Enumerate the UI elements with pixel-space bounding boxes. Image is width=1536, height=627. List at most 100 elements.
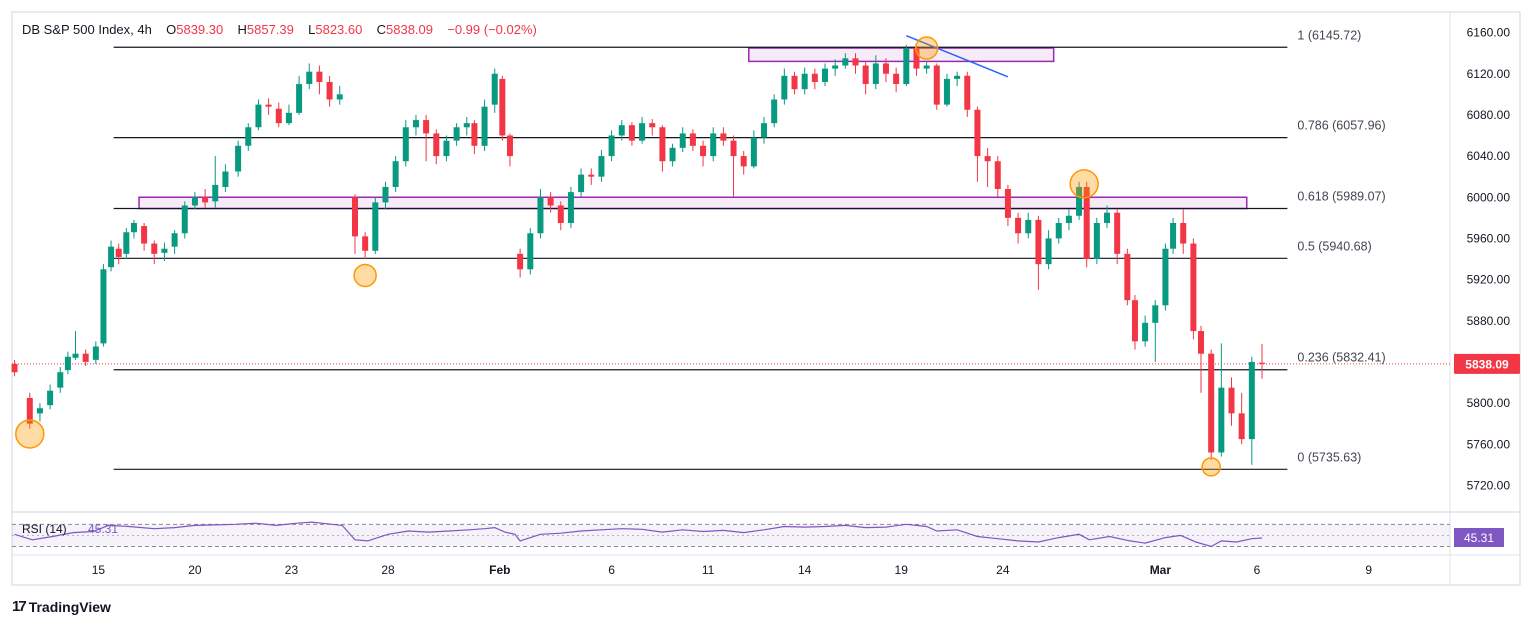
candle-up <box>822 68 829 82</box>
candle-down <box>588 174 595 177</box>
candle-up <box>491 73 498 105</box>
candle-up <box>57 372 64 388</box>
y-tick-label: 5760.00 <box>1467 437 1511 451</box>
x-tick-label: 23 <box>285 563 299 577</box>
candle-up <box>750 137 757 167</box>
candle-up <box>710 133 717 157</box>
candle-up <box>245 127 252 146</box>
high-label: H <box>237 22 247 37</box>
highlight-marker <box>353 263 377 288</box>
candle-down <box>547 197 554 206</box>
tradingview-name: TradingView <box>28 598 111 615</box>
candle-down <box>265 104 272 107</box>
last-price-badge: 5838.09 <box>1454 353 1520 374</box>
fib-level-label: 0.618 (5989.07) <box>1297 189 1385 203</box>
candle-up <box>100 269 107 344</box>
y-tick-label: 5920.00 <box>1467 273 1511 287</box>
candle-down <box>1124 253 1131 301</box>
candle-up <box>296 84 303 113</box>
tradingview-mark-icon: 17 <box>12 598 27 615</box>
y-tick-label: 6040.00 <box>1467 149 1511 163</box>
y-tick-label: 6000.00 <box>1467 190 1511 204</box>
chart-frame <box>11 11 1521 586</box>
candle-down <box>659 127 666 162</box>
candle-up <box>1093 222 1100 259</box>
candle-down <box>1258 362 1265 364</box>
candle-down <box>730 140 737 157</box>
candle-up <box>923 65 930 69</box>
close-label: C <box>376 22 386 37</box>
candle-down <box>1114 212 1121 254</box>
candle-down <box>964 75 971 110</box>
x-tick-label: 15 <box>92 563 106 577</box>
chart-header: DB S&P 500 Index, 4h O5839.30 H5857.39 L… <box>22 22 537 37</box>
candle-up <box>618 125 625 136</box>
candle-up <box>481 106 488 146</box>
highlight-marker <box>1069 169 1099 199</box>
candle-up <box>1170 222 1177 249</box>
candle-up <box>527 233 534 270</box>
candle-down <box>1015 217 1022 234</box>
last-price-badge-text: 5838.09 <box>1465 357 1509 371</box>
candle-down <box>141 226 148 244</box>
candle-down <box>1004 189 1011 218</box>
candle-up <box>567 192 574 223</box>
candle-down <box>720 133 727 141</box>
candle-up <box>402 127 409 162</box>
candle-up <box>47 390 54 406</box>
x-tick-label: 19 <box>895 563 909 577</box>
candle-down <box>517 253 524 270</box>
candle-down <box>700 145 707 157</box>
candle-up <box>443 140 450 157</box>
candle-up <box>463 123 470 128</box>
x-tick-label: Feb <box>489 563 510 577</box>
candle-down <box>506 135 513 157</box>
candle-up <box>453 127 460 141</box>
y-tick-label: 6080.00 <box>1467 108 1511 122</box>
y-tick-label: 6160.00 <box>1467 26 1511 40</box>
y-tick-label: 5800.00 <box>1467 396 1511 410</box>
candle-up <box>608 135 615 157</box>
candle-down <box>115 248 122 257</box>
rsi-value-inline: 45.31 <box>88 522 118 536</box>
candle-up <box>212 184 219 202</box>
candle-up <box>1025 219 1032 234</box>
candle-down <box>1180 222 1187 244</box>
rsi-badge-text: 45.31 <box>1464 531 1494 545</box>
tradingview-logo[interactable]: 17 TradingView <box>12 598 111 615</box>
x-tick-label: 11 <box>702 563 715 577</box>
candle-up <box>72 353 79 358</box>
candle-up <box>1055 222 1062 239</box>
x-tick-label: Mar <box>1150 563 1172 577</box>
x-tick-label: 20 <box>188 563 202 577</box>
open-label: O <box>166 22 177 37</box>
candle-down <box>471 123 478 146</box>
candle-down <box>882 63 889 74</box>
candle-down <box>649 123 656 128</box>
candle-down <box>852 58 859 66</box>
candle-up <box>832 65 839 69</box>
candle-up <box>285 112 292 124</box>
close-value: 5838.09 <box>386 22 433 37</box>
candle-up <box>181 205 188 234</box>
candle-down <box>275 108 282 124</box>
candle-down <box>362 236 369 251</box>
candle-down <box>1228 387 1235 414</box>
x-tick-label: 9 <box>1365 563 1372 577</box>
candle-up <box>372 202 379 251</box>
candle-down <box>740 156 747 167</box>
candle-down <box>689 133 696 146</box>
candle-down <box>151 243 158 254</box>
y-tick-label: 6120.00 <box>1467 67 1511 81</box>
candle-down <box>1208 353 1215 453</box>
candle-down <box>1238 413 1245 440</box>
candle-up <box>1065 215 1072 223</box>
x-tick-label: 6 <box>608 563 615 577</box>
rsi-line <box>14 521 1263 548</box>
candle-up <box>679 133 686 148</box>
candle-up <box>761 123 768 138</box>
x-tick-label: 24 <box>996 563 1010 577</box>
candle-down <box>202 197 209 203</box>
highlight-marker <box>15 419 45 449</box>
